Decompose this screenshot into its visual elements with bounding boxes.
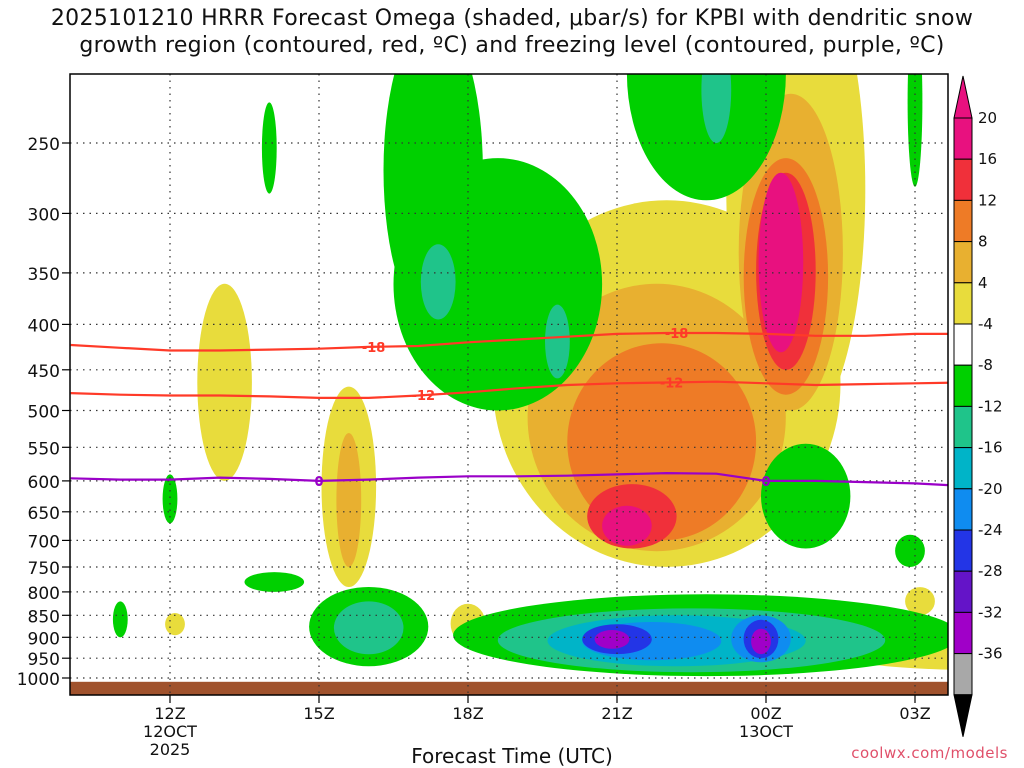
- y-tick-label-900: 900: [28, 629, 60, 649]
- y-tick-label-800: 800: [28, 584, 60, 604]
- omega-region-30: [907, 74, 923, 187]
- x-tick-sublabel-00Z-0: 13OCT: [739, 722, 793, 741]
- omega-region-20: [626, 74, 786, 201]
- colorbar-swatch-12: [953, 611, 973, 655]
- omega-region-16: [602, 505, 652, 546]
- colorbar-label-8: 8: [978, 233, 988, 251]
- omega-region-5: [165, 613, 185, 636]
- plot-frame: [69, 73, 949, 696]
- x-tick-sublabel-12Z-1: 2025: [150, 740, 191, 759]
- omega-region-17: [758, 172, 804, 353]
- omega-region-23: [545, 304, 570, 379]
- contour-freezing-level: [70, 471, 948, 487]
- y-tick-label-550: 550: [28, 439, 60, 459]
- y-tick-label-250: 250: [28, 135, 60, 155]
- x-tick-label-21Z: 21Z: [601, 704, 632, 723]
- ground-fill: [70, 681, 948, 695]
- colorbar-top-arrow: [953, 75, 973, 119]
- y-tick-label-950: 950: [28, 650, 60, 670]
- x-axis-label: Forecast Time (UTC): [411, 744, 613, 768]
- colorbar-label--4: -4: [978, 315, 993, 333]
- colorbar-swatch-8: [953, 447, 973, 490]
- colorbar-swatch-4: [953, 282, 973, 325]
- x-tick-label-12Z: 12Z: [154, 704, 185, 723]
- colorbar-swatch-9: [953, 488, 973, 531]
- x-tick-sublabel-12Z-0: 12OCT: [143, 722, 197, 741]
- omega-region-31: [261, 102, 277, 194]
- omega-region-1: [197, 283, 252, 481]
- contour-label-dgz-minus12-0: -12: [412, 389, 436, 404]
- omega-region-21: [701, 74, 732, 143]
- contour-label-freezing-level-0: 0: [314, 475, 323, 490]
- contour-dgz-minus18: [70, 331, 948, 352]
- colorbar-bottom-arrow: [953, 694, 973, 737]
- contour-label-freezing-level-1: 0: [761, 475, 770, 490]
- pressure-axis: 2503003504004505005506006507007508008509…: [17, 135, 70, 690]
- x-tick-label-18Z: 18Z: [452, 704, 483, 723]
- omega-region-42: [751, 628, 771, 655]
- colorbar-label-16: 16: [978, 150, 997, 168]
- x-tick-label-03Z: 03Z: [899, 704, 930, 723]
- colorbar-label--12: -12: [978, 397, 1003, 415]
- omega-region-24: [761, 443, 851, 549]
- colorbar-label--24: -24: [978, 521, 1003, 539]
- omega-region-25: [162, 474, 178, 524]
- x-tick-label-00Z: 00Z: [750, 704, 781, 723]
- temperature-contours: -18 -18 -12 -12 0 0: [70, 327, 948, 490]
- omega-region-27: [112, 601, 128, 638]
- y-tick-label-850: 850: [28, 607, 60, 627]
- colorbar-label-4: 4: [978, 274, 988, 292]
- colorbar-label--28: -28: [978, 562, 1003, 580]
- omega-region-28: [895, 534, 925, 568]
- colorbar-swatch-10: [953, 529, 973, 572]
- colorbar-swatch-5: [953, 323, 973, 366]
- site-credit: coolwx.com/models: [851, 744, 1008, 762]
- y-tick-label-650: 650: [28, 504, 60, 524]
- y-tick-label-350: 350: [28, 265, 60, 285]
- omega-region-41: [594, 630, 630, 649]
- y-tick-label-700: 700: [28, 532, 60, 552]
- colorbar-label--8: -8: [978, 356, 993, 374]
- colorbar-label-20: 20: [978, 109, 997, 127]
- colorbar-swatch-2: [953, 199, 973, 243]
- colorbar-swatch-0: [953, 117, 973, 160]
- chart-title-line-1: 2025101210 HRRR Forecast Omega (shaded, …: [50, 6, 974, 31]
- omega-region-26: [244, 572, 305, 592]
- colorbar-label--36: -36: [978, 645, 1003, 663]
- contour-label-dgz-minus12-1: -12: [660, 376, 684, 391]
- colorbar-label-12: 12: [978, 191, 997, 209]
- omega-shading: [112, 74, 948, 677]
- colorbar: 20 16 12 8 4 -4 -8 -12 -16 -20 -24 -28 -32 -36: [953, 75, 1003, 737]
- colorbar-swatch-11: [953, 570, 973, 613]
- colorbar-label--32: -32: [978, 603, 1003, 621]
- colorbar-swatch-3: [953, 241, 973, 284]
- colorbar-swatch-7: [953, 405, 973, 449]
- contour-label-dgz-minus18-1: -18: [665, 327, 689, 342]
- y-tick-label-500: 500: [28, 403, 60, 423]
- colorbar-label--20: -20: [978, 480, 1003, 498]
- y-tick-label-300: 300: [28, 205, 60, 225]
- chart-title-line-2: growth region (contoured, red, ºC) and f…: [79, 33, 945, 58]
- colorbar-swatch-13: [953, 653, 973, 696]
- y-tick-label-400: 400: [28, 316, 60, 336]
- contour-dgz-minus12: [70, 380, 948, 399]
- y-tick-label-600: 600: [28, 473, 60, 493]
- y-tick-label-1000: 1000: [17, 670, 60, 690]
- colorbar-label--16: -16: [978, 439, 1003, 457]
- omega-region-22: [420, 244, 456, 320]
- ground-layer: [70, 681, 948, 695]
- omega-region-6: [905, 587, 935, 616]
- omega-region-19: [383, 74, 483, 325]
- x-tick-label-15Z: 15Z: [303, 704, 334, 723]
- y-tick-label-450: 450: [28, 362, 60, 382]
- y-tick-label-750: 750: [28, 559, 60, 579]
- omega-region-33: [333, 601, 404, 655]
- colorbar-swatch-1: [953, 158, 973, 201]
- contour-label-dgz-minus18-0: -18: [362, 341, 386, 356]
- omega-region-3: [336, 433, 362, 567]
- colorbar-swatch-6: [953, 364, 973, 407]
